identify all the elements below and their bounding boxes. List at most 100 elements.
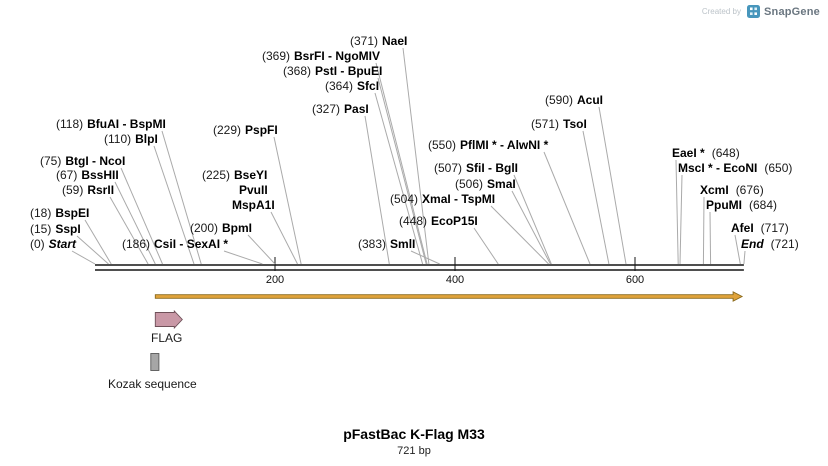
site-label-bseyi[interactable]: (225) BseYI: [202, 169, 267, 182]
site-label-ecop15i[interactable]: (448) EcoP15I: [399, 215, 478, 228]
site-label-bsrfi-ngomiv[interactable]: (369) BsrFI - NgoMIV: [262, 50, 380, 63]
site-name: NaeI: [382, 34, 408, 48]
leader-line: [76, 235, 109, 265]
leader-line: [702, 196, 705, 265]
site-label-naei[interactable]: (371) NaeI: [350, 35, 407, 48]
site-position: (225): [202, 168, 231, 182]
site-position: (371): [350, 34, 379, 48]
leader-line: [273, 136, 302, 265]
leader-line: [223, 250, 263, 265]
site-position: (590): [545, 93, 574, 107]
site-label-pspfi[interactable]: (229) PspFI: [213, 124, 278, 137]
site-label-pvuii[interactable]: PvuII: [239, 184, 268, 197]
kozak-feature-box[interactable]: [150, 353, 160, 371]
kozak-feature-label[interactable]: Kozak sequence: [108, 377, 197, 391]
site-position: (118): [56, 117, 84, 131]
site-name: PasI: [344, 102, 369, 116]
leader-line: [598, 106, 627, 265]
site-label-pflmi-alwni[interactable]: (550) PflMI * - AlwNI *: [428, 139, 548, 152]
site-position: (648): [711, 146, 740, 160]
site-label-mspa1i[interactable]: MspA1I: [232, 199, 275, 212]
site-position: (368): [283, 64, 312, 78]
site-name: EaeI *: [672, 146, 705, 160]
site-name: MscI * - EcoNI: [678, 161, 758, 175]
site-label-acui[interactable]: (590) AcuI: [545, 94, 603, 107]
leader-line: [114, 181, 156, 265]
leader-line: [473, 227, 499, 265]
snapgene-brand-name: SnapGene: [763, 5, 820, 18]
leader-line: [377, 77, 427, 265]
site-label-smai[interactable]: (506) SmaI: [455, 178, 516, 191]
site-position: (504): [390, 192, 419, 206]
site-label-xmai-tspmi[interactable]: (504) XmaI - TspMI: [390, 193, 495, 206]
site-label-pasi[interactable]: (327) PasI: [312, 103, 369, 116]
site-label-bsshii[interactable]: (67) BssHII: [56, 169, 119, 182]
site-label-bfuai-bspmi[interactable]: (118) BfuAI - BspMI: [56, 118, 166, 131]
site-label-bspei[interactable]: (18) BspEI: [30, 207, 89, 220]
site-position: (448): [399, 214, 428, 228]
site-label-sspi[interactable]: (15) SspI: [30, 223, 81, 236]
site-position: (327): [312, 102, 341, 116]
site-name: XcmI: [700, 183, 729, 197]
leader-line: [511, 190, 551, 265]
site-label-xcmi[interactable]: XcmI (676): [700, 184, 764, 197]
site-label-start[interactable]: (0) Start: [30, 238, 76, 251]
site-name: CsiI - SexAI *: [154, 237, 229, 251]
leader-line: [734, 234, 741, 265]
site-position: (200): [190, 221, 219, 235]
leader-line: [675, 159, 679, 265]
site-label-sfii-bgli[interactable]: (507) SfiI - BglI: [434, 162, 518, 175]
site-label-blpi[interactable]: (110) BlpI: [104, 133, 158, 146]
site-label-sfci[interactable]: (364) SfcI: [325, 80, 379, 93]
site-position: (229): [213, 123, 242, 137]
site-label-bpmi[interactable]: (200) BpmI: [190, 222, 252, 235]
site-label-afei[interactable]: AfeI (717): [731, 222, 789, 235]
site-name: BsrFI - NgoMIV: [294, 49, 381, 63]
site-label-end[interactable]: End (721): [741, 238, 799, 251]
site-name: PstI - BpuEI: [315, 64, 383, 78]
site-name: BfuAI - BspMI: [87, 117, 166, 131]
site-position: (110): [104, 132, 132, 146]
site-position: (75): [40, 154, 62, 168]
leader-line: [364, 115, 390, 265]
site-name: BpmI: [222, 221, 253, 235]
site-position: (186): [122, 237, 151, 251]
site-label-psti-bpuei[interactable]: (368) PstI - BpuEI: [283, 65, 382, 78]
leader-line: [709, 211, 712, 265]
site-position: (18): [30, 206, 52, 220]
site-name: PspFI: [245, 123, 278, 137]
site-position: (369): [262, 49, 291, 63]
leader-line: [375, 62, 428, 265]
plasmid-name: pFastBac K-Flag M33: [343, 426, 485, 442]
leader-line: [247, 234, 276, 265]
leader-line: [410, 250, 440, 265]
site-label-ppumi[interactable]: PpuMI (684): [706, 199, 777, 212]
site-name: PvuII: [239, 183, 268, 197]
site-position: (59): [62, 183, 84, 197]
leader-line: [490, 205, 549, 265]
snapgene-branding: Created by SnapGene: [702, 5, 820, 18]
site-name: SspI: [55, 222, 81, 236]
site-label-tsoi[interactable]: (571) TsoI: [531, 118, 587, 131]
flag-feature-arrow[interactable]: [154, 309, 183, 330]
site-name: SmaI: [487, 177, 516, 191]
site-position: (571): [531, 117, 560, 131]
flag-feature-label[interactable]: FLAG: [151, 331, 183, 345]
site-label-rsrii[interactable]: (59) RsrII: [62, 184, 114, 197]
site-name: TsoI: [563, 117, 587, 131]
plasmid-title-block: pFastBac K-Flag M33 721 bp: [0, 426, 828, 457]
site-name: EcoP15I: [431, 214, 478, 228]
leader-line: [543, 151, 591, 265]
site-label-msci-econi[interactable]: MscI * - EcoNI (650): [678, 162, 792, 175]
site-position: (721): [770, 237, 799, 251]
site-label-csii-sexai[interactable]: (186) CsiI - SexAI *: [122, 238, 228, 251]
site-label-btgi-ncoi[interactable]: (75) BtgI - NcoI: [40, 155, 125, 168]
orf-arrow[interactable]: [154, 291, 744, 302]
site-position: (364): [325, 79, 354, 93]
site-name: BssHII: [81, 168, 119, 182]
site-label-smli[interactable]: (383) SmlI: [358, 238, 415, 251]
site-label-eaei[interactable]: EaeI * (648): [672, 147, 740, 160]
site-position: (15): [30, 222, 52, 236]
axis-tick-label: 200: [265, 274, 285, 286]
leader-line: [513, 174, 552, 265]
